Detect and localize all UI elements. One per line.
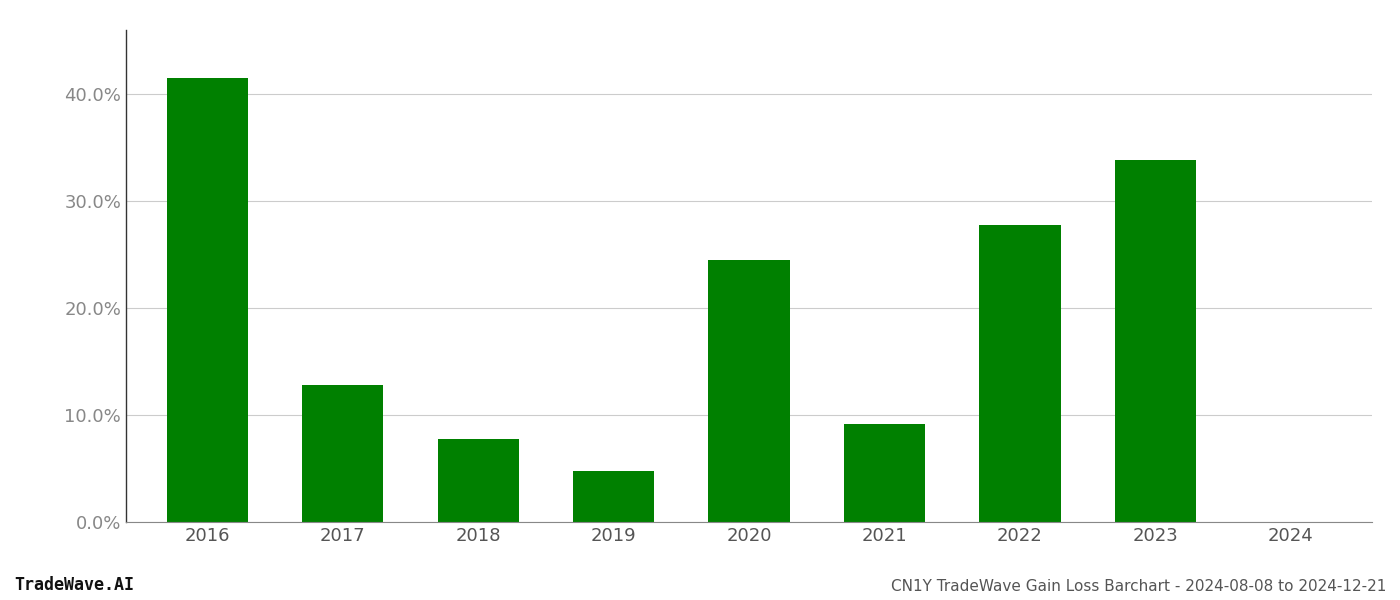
Text: CN1Y TradeWave Gain Loss Barchart - 2024-08-08 to 2024-12-21: CN1Y TradeWave Gain Loss Barchart - 2024… [890,579,1386,594]
Bar [302,385,384,522]
Bar [573,470,654,522]
Bar [167,78,248,522]
Bar [1114,160,1196,522]
Bar [437,439,519,522]
Bar [844,424,925,522]
Text: TradeWave.AI: TradeWave.AI [14,576,134,594]
Bar [979,224,1061,522]
Bar [708,260,790,522]
